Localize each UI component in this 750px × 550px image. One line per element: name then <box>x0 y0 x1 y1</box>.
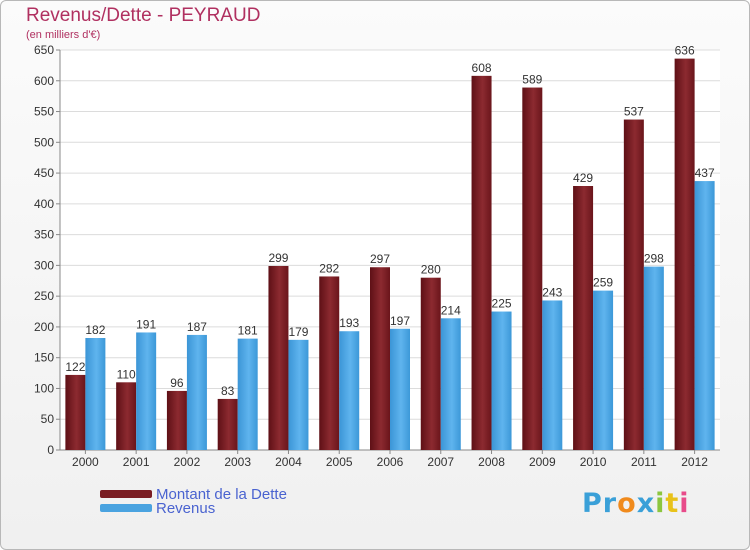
x-tick-label: 2012 <box>681 455 708 469</box>
bar-debt <box>674 58 695 450</box>
logo-letter: P <box>582 488 603 519</box>
bar-revenus <box>186 334 207 450</box>
x-tick-label: 2008 <box>478 455 505 469</box>
logo-letter: x <box>636 488 656 519</box>
bar-debt <box>166 390 187 450</box>
data-label-debt: 96 <box>170 376 184 390</box>
y-tick-label: 0 <box>47 443 54 457</box>
data-label-debt: 537 <box>624 105 644 119</box>
bar-revenus <box>694 181 715 451</box>
logo-letter: r <box>602 488 618 519</box>
y-tick-label: 600 <box>34 74 54 88</box>
x-tick-label: 2004 <box>275 455 302 469</box>
legend-swatch-debt <box>100 490 152 498</box>
legend-item-debt: Montant de la Dette <box>100 485 287 503</box>
data-label-debt: 83 <box>221 384 235 398</box>
bar-debt <box>420 277 441 450</box>
y-tick-label: 300 <box>34 258 54 272</box>
bar-revenus <box>85 338 106 450</box>
y-tick-label: 100 <box>34 381 54 395</box>
y-tick-label: 450 <box>34 166 54 180</box>
data-label-revenus: 259 <box>593 276 613 290</box>
bar-debt <box>268 266 289 450</box>
y-tick-label: 400 <box>34 197 54 211</box>
data-label-debt: 636 <box>675 44 695 58</box>
legend-label-revenus: Revenus <box>156 499 216 517</box>
data-label-revenus: 243 <box>542 285 562 299</box>
data-label-revenus: 187 <box>187 320 207 334</box>
data-label-revenus: 181 <box>238 324 258 338</box>
x-tick-label: 2009 <box>529 455 556 469</box>
y-tick-label: 250 <box>34 289 54 303</box>
y-tick-label: 200 <box>34 320 54 334</box>
bar-revenus <box>491 311 512 450</box>
chart-title: Revenus/Dette - PEYRAUD <box>26 5 261 26</box>
data-label-debt: 608 <box>472 61 492 75</box>
y-tick-label: 650 <box>34 43 54 57</box>
x-tick-label: 2011 <box>631 455 657 469</box>
y-tick-label: 50 <box>41 412 55 426</box>
bar-debt <box>522 87 543 451</box>
bar-revenus <box>136 332 157 450</box>
y-tick-label: 350 <box>34 228 54 242</box>
data-label-revenus: 193 <box>339 316 359 330</box>
data-label-debt: 282 <box>319 261 339 275</box>
bar-revenus <box>643 266 664 450</box>
data-label-debt: 299 <box>268 251 288 265</box>
logo-letter: i <box>655 488 666 519</box>
x-tick-label: 2003 <box>224 455 251 469</box>
bar-revenus <box>542 300 563 450</box>
data-label-revenus: 179 <box>288 325 308 339</box>
bar-debt <box>217 398 238 450</box>
legend-label-debt: Montant de la Dette <box>156 485 287 503</box>
y-tick-label: 150 <box>34 351 54 365</box>
data-label-revenus: 191 <box>136 317 156 331</box>
y-tick-label: 550 <box>34 105 54 119</box>
bar-revenus <box>288 339 309 450</box>
logo-letter: i <box>679 488 690 519</box>
data-label-debt: 280 <box>421 263 441 277</box>
bar-debt <box>116 382 137 450</box>
bar-revenus <box>593 290 614 450</box>
x-tick-label: 2010 <box>580 455 607 469</box>
data-label-revenus: 182 <box>85 323 105 337</box>
x-tick-label: 2002 <box>174 455 201 469</box>
data-label-debt: 429 <box>573 171 593 185</box>
logo-letter: o <box>617 488 637 519</box>
data-label-revenus: 437 <box>695 166 715 180</box>
data-label-revenus: 197 <box>390 314 410 328</box>
x-tick-label: 2006 <box>377 455 404 469</box>
chart-subtitle: (en milliers d'€) <box>26 29 101 41</box>
bar-revenus <box>339 331 360 450</box>
bar-debt <box>370 267 390 450</box>
proxiti-logo: Proxiti <box>582 488 690 519</box>
y-tick-label: 500 <box>34 135 54 149</box>
x-tick-label: 2007 <box>427 455 454 469</box>
x-tick-label: 2000 <box>72 455 99 469</box>
data-label-revenus: 225 <box>492 297 512 311</box>
bar-revenus <box>440 318 461 450</box>
logo-letter: t <box>665 488 680 519</box>
bar-revenus <box>237 338 258 450</box>
x-tick-label: 2001 <box>123 455 150 469</box>
bar-debt <box>623 119 644 451</box>
data-label-debt: 110 <box>117 367 136 381</box>
legend-swatch-revenus <box>100 504 152 512</box>
data-label-debt: 589 <box>522 73 542 87</box>
bar-revenus <box>390 328 410 450</box>
bar-debt <box>65 374 86 450</box>
bar-debt <box>573 186 594 450</box>
x-tick-label: 2005 <box>326 455 353 469</box>
data-label-debt: 297 <box>370 252 390 266</box>
data-label-revenus: 298 <box>644 252 664 266</box>
bar-debt <box>471 75 492 450</box>
data-label-revenus: 214 <box>441 303 461 317</box>
bar-debt <box>319 276 340 450</box>
legend-item-revenus: Revenus <box>100 499 216 517</box>
data-label-debt: 122 <box>65 360 85 374</box>
